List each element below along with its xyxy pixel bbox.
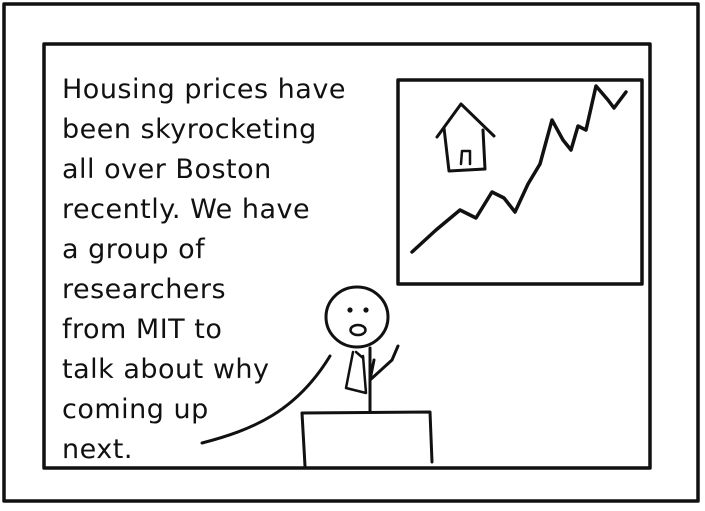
anchor-tie [344, 350, 368, 395]
tv-screen-frame [42, 42, 652, 470]
caption-line: been skyrocketing [62, 114, 317, 145]
anchor-head [324, 285, 390, 349]
news-anchor [200, 285, 400, 445]
caption-line: from MIT to [62, 314, 223, 345]
anchor-arm-right [368, 344, 400, 382]
house-icon [435, 102, 496, 173]
caption-line: researchers [62, 274, 227, 305]
caption-line: a group of [62, 234, 206, 265]
anchor-eye-left [347, 307, 353, 313]
anchor-arm-left [200, 354, 332, 445]
inset-graphic-frame [396, 78, 644, 286]
anchor-mouth [349, 323, 367, 337]
caption-line: talk about why [62, 354, 270, 385]
caption-line: recently. We have [62, 194, 311, 225]
anchor-eye-right [363, 307, 369, 313]
broadcast-caption: Housing prices have been skyrocketing al… [62, 70, 382, 470]
caption-line: Housing prices have [62, 74, 346, 105]
caption-line: next. [62, 434, 133, 465]
price-trend-line [410, 84, 628, 254]
inset-graphic [396, 78, 644, 286]
caption-line: coming up [62, 394, 209, 425]
caption-line: all over Boston [62, 154, 272, 185]
outer-frame [2, 2, 700, 503]
news-desk [300, 410, 434, 468]
